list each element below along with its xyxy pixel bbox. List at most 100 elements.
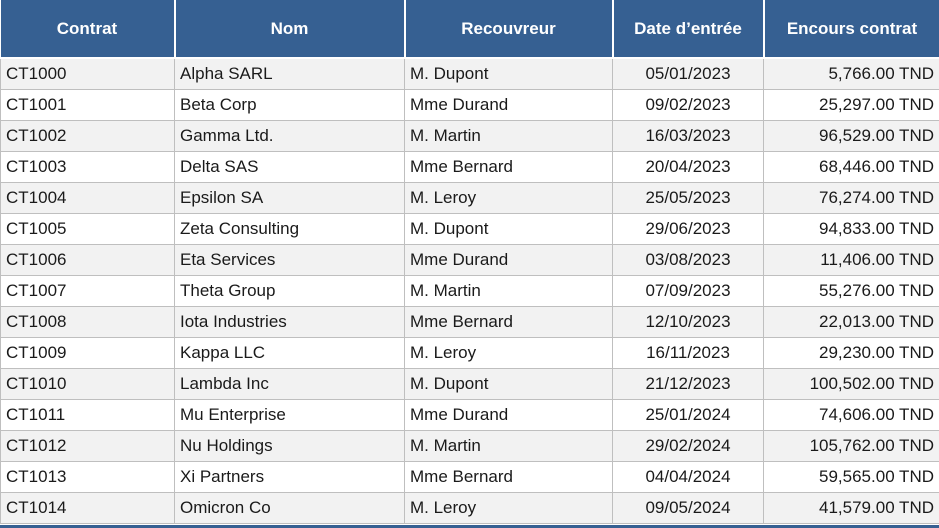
cell-recouvreur: M. Leroy xyxy=(404,336,613,369)
cell-recouvreur: Mme Bernard xyxy=(404,150,613,183)
table-body: CT1000 Alpha SARL M. Dupont 05/01/2023 5,766… xyxy=(0,57,939,524)
cell-recouvreur: Mme Durand xyxy=(404,398,613,431)
cell-recouvreur: Mme Bernard xyxy=(404,460,613,493)
cell-nom: Iota Industries xyxy=(174,305,405,338)
cell-nom: Nu Holdings xyxy=(174,429,405,462)
table-row: CT1002 Gamma Ltd. M. Martin 16/03/2023 96,52… xyxy=(0,119,939,152)
cell-recouvreur: M. Dupont xyxy=(404,367,613,400)
table-row: CT1007 Theta Group M. Martin 07/09/2023 55,2… xyxy=(0,274,939,307)
cell-encours-contrat: 74,606.00 TND xyxy=(763,398,939,431)
cell-nom: Beta Corp xyxy=(174,88,405,121)
cell-recouvreur: Mme Bernard xyxy=(404,305,613,338)
cell-encours-contrat: 96,529.00 TND xyxy=(763,119,939,152)
table-row: CT1009 Kappa LLC M. Leroy 16/11/2023 29,230.… xyxy=(0,336,939,369)
cell-encours-contrat: 68,446.00 TND xyxy=(763,150,939,183)
cell-nom: Lambda Inc xyxy=(174,367,405,400)
cell-recouvreur: M. Martin xyxy=(404,119,613,152)
cell-date-entree: 09/05/2024 xyxy=(612,491,764,524)
table-header: Contrat Nom Recouvreur Date d’entrée Encours… xyxy=(0,0,939,59)
table-row: CT1008 Iota Industries Mme Bernard 12/10/20… xyxy=(0,305,939,338)
cell-contrat: CT1014 xyxy=(0,491,175,524)
cell-date-entree: 29/06/2023 xyxy=(612,212,764,245)
cell-nom: Mu Enterprise xyxy=(174,398,405,431)
cell-encours-contrat: 94,833.00 TND xyxy=(763,212,939,245)
cell-contrat: CT1010 xyxy=(0,367,175,400)
cell-date-entree: 25/01/2024 xyxy=(612,398,764,431)
cell-encours-contrat: 22,013.00 TND xyxy=(763,305,939,338)
cell-contrat: CT1001 xyxy=(0,88,175,121)
cell-contrat: CT1004 xyxy=(0,181,175,214)
cell-date-entree: 20/04/2023 xyxy=(612,150,764,183)
table-row: CT1001 Beta Corp Mme Durand 09/02/2023 25,29… xyxy=(0,88,939,121)
table-bottom-accent-bar xyxy=(0,524,939,528)
table-row: CT1013 Xi Partners Mme Bernard 04/04/2024 59… xyxy=(0,460,939,493)
cell-contrat: CT1013 xyxy=(0,460,175,493)
column-header-date-entree: Date d’entrée xyxy=(612,0,765,59)
header-row: Contrat Nom Recouvreur Date d’entrée Encours… xyxy=(0,0,939,59)
cell-recouvreur: M. Dupont xyxy=(404,212,613,245)
cell-nom: Eta Services xyxy=(174,243,405,276)
cell-recouvreur: M. Martin xyxy=(404,274,613,307)
cell-contrat: CT1012 xyxy=(0,429,175,462)
cell-encours-contrat: 100,502.00 TND xyxy=(763,367,939,400)
cell-encours-contrat: 29,230.00 TND xyxy=(763,336,939,369)
cell-recouvreur: M. Leroy xyxy=(404,491,613,524)
cell-date-entree: 07/09/2023 xyxy=(612,274,764,307)
cell-date-entree: 16/11/2023 xyxy=(612,336,764,369)
cell-recouvreur: M. Martin xyxy=(404,429,613,462)
cell-nom: Theta Group xyxy=(174,274,405,307)
cell-contrat: CT1005 xyxy=(0,212,175,245)
cell-encours-contrat: 41,579.00 TND xyxy=(763,491,939,524)
cell-contrat: CT1000 xyxy=(0,57,175,90)
cell-date-entree: 29/02/2024 xyxy=(612,429,764,462)
cell-encours-contrat: 105,762.00 TND xyxy=(763,429,939,462)
cell-contrat: CT1006 xyxy=(0,243,175,276)
cell-nom: Alpha SARL xyxy=(174,57,405,90)
cell-nom: Zeta Consulting xyxy=(174,212,405,245)
cell-nom: Xi Partners xyxy=(174,460,405,493)
cell-nom: Kappa LLC xyxy=(174,336,405,369)
cell-contrat: CT1011 xyxy=(0,398,175,431)
cell-encours-contrat: 5,766.00 TND xyxy=(763,57,939,90)
cell-encours-contrat: 11,406.00 TND xyxy=(763,243,939,276)
table-row: CT1010 Lambda Inc M. Dupont 21/12/2023 100,5… xyxy=(0,367,939,400)
cell-encours-contrat: 25,297.00 TND xyxy=(763,88,939,121)
cell-nom: Delta SAS xyxy=(174,150,405,183)
table-row: CT1011 Mu Enterprise Mme Durand 25/01/2024 7… xyxy=(0,398,939,431)
cell-date-entree: 25/05/2023 xyxy=(612,181,764,214)
table-row: CT1000 Alpha SARL M. Dupont 05/01/2023 5,766… xyxy=(0,57,939,90)
cell-date-entree: 21/12/2023 xyxy=(612,367,764,400)
table-row: CT1004 Epsilon SA M. Leroy 25/05/2023 76,274… xyxy=(0,181,939,214)
cell-contrat: CT1008 xyxy=(0,305,175,338)
table-row: CT1014 Omicron Co M. Leroy 09/05/2024 41,579… xyxy=(0,491,939,524)
column-header-encours-contrat: Encours contrat xyxy=(763,0,939,59)
cell-date-entree: 09/02/2023 xyxy=(612,88,764,121)
column-header-contrat: Contrat xyxy=(0,0,176,59)
cell-date-entree: 05/01/2023 xyxy=(612,57,764,90)
table-row: CT1005 Zeta Consulting M. Dupont 29/06/2023… xyxy=(0,212,939,245)
cell-contrat: CT1002 xyxy=(0,119,175,152)
cell-date-entree: 12/10/2023 xyxy=(612,305,764,338)
cell-nom: Gamma Ltd. xyxy=(174,119,405,152)
table-row: CT1003 Delta SAS Mme Bernard 20/04/2023 68,4… xyxy=(0,150,939,183)
cell-encours-contrat: 55,276.00 TND xyxy=(763,274,939,307)
cell-recouvreur: Mme Durand xyxy=(404,243,613,276)
cell-date-entree: 16/03/2023 xyxy=(612,119,764,152)
column-header-recouvreur: Recouvreur xyxy=(404,0,614,59)
cell-recouvreur: M. Dupont xyxy=(404,57,613,90)
cell-contrat: CT1003 xyxy=(0,150,175,183)
cell-encours-contrat: 59,565.00 TND xyxy=(763,460,939,493)
cell-recouvreur: M. Leroy xyxy=(404,181,613,214)
cell-contrat: CT1007 xyxy=(0,274,175,307)
cell-encours-contrat: 76,274.00 TND xyxy=(763,181,939,214)
table-row: CT1012 Nu Holdings M. Martin 29/02/2024 105,… xyxy=(0,429,939,462)
cell-contrat: CT1009 xyxy=(0,336,175,369)
table-row: CT1006 Eta Services Mme Durand 03/08/2023 11… xyxy=(0,243,939,276)
cell-nom: Epsilon SA xyxy=(174,181,405,214)
cell-date-entree: 03/08/2023 xyxy=(612,243,764,276)
column-header-nom: Nom xyxy=(174,0,406,59)
cell-date-entree: 04/04/2024 xyxy=(612,460,764,493)
cell-nom: Omicron Co xyxy=(174,491,405,524)
